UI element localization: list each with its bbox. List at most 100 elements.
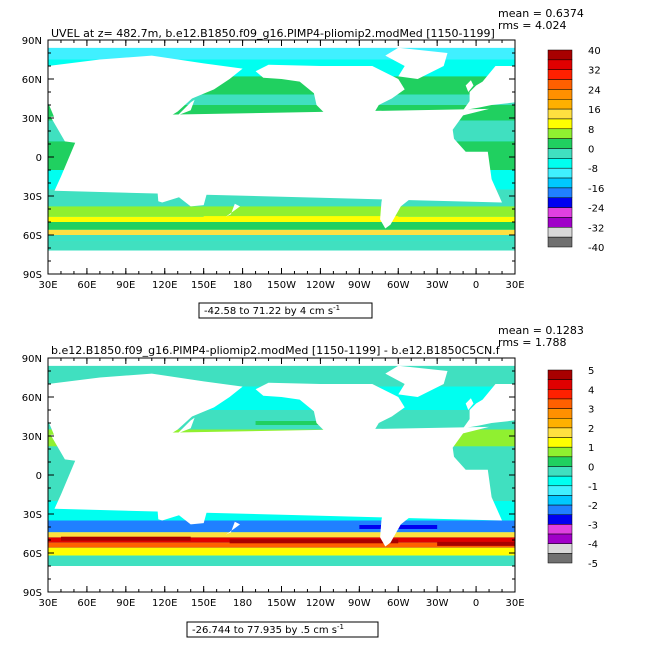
colorbar-box [547, 514, 573, 525]
top-map-colorbar: 40 32 24 16 8 0 -8 -16 -24 -32 -40 [547, 46, 604, 254]
svg-text:-42.58 to 71.22 by 4 cm s-1: -42.58 to 71.22 by 4 cm s-1 [204, 304, 340, 317]
colorbar-box [547, 138, 573, 149]
x-tick-label: 30E [505, 280, 524, 291]
x-tick-label: 180 [233, 598, 252, 609]
bottom-map-panel: b.e12.B1850.f09_g16.PIMP4-pliomip2.modMe… [22, 324, 598, 638]
colorbar-box [547, 437, 573, 448]
land-mass [463, 384, 515, 429]
x-tick-label: 60W [387, 280, 410, 291]
top-map-rms: rms = 4.024 [498, 19, 566, 32]
colorbar-label: -24 [588, 204, 604, 215]
bottom-map-range-label: -26.744 to 77.935 by .5 cm s [192, 625, 337, 636]
colorbar-label: 24 [588, 85, 601, 96]
colorbar-box [547, 158, 573, 169]
x-tick-label: 0 [473, 598, 479, 609]
ocean-streak [437, 541, 515, 546]
x-tick-label: 30E [38, 280, 57, 291]
ocean-band [48, 47, 515, 60]
colorbar-label: -1 [588, 482, 598, 493]
colorbar-label: -2 [588, 501, 598, 512]
bottom-map-rms: rms = 1.788 [498, 336, 566, 349]
colorbar-label: -40 [588, 243, 604, 254]
land-mass [66, 172, 74, 190]
svg-text:-26.744 to 77.935 by .5 cm s-1: -26.744 to 77.935 by .5 cm s-1 [192, 623, 344, 636]
bottom-map-range-exponent: -1 [337, 623, 344, 631]
ocean-band [48, 235, 515, 241]
land-mass [465, 398, 474, 410]
x-tick-label: 90E [116, 598, 135, 609]
ocean-band [48, 532, 515, 538]
colorbar-box [547, 217, 573, 228]
x-tick-label: 30W [426, 280, 449, 291]
x-tick-label: 30E [38, 598, 57, 609]
land-mass [255, 382, 405, 465]
colorbar-label: 0 [588, 145, 594, 156]
x-tick-label: 90W [348, 598, 371, 609]
colorbar-label: -5 [588, 559, 598, 570]
colorbar-box [547, 456, 573, 467]
colorbar-box [547, 466, 573, 477]
x-tick-label: 150W [267, 280, 296, 291]
land-mass [385, 47, 448, 79]
colorbar-box [547, 418, 573, 429]
colorbar-box [547, 495, 573, 506]
ocean-band [48, 542, 515, 548]
colorbar-box [547, 49, 573, 61]
colorbar-label: 8 [588, 125, 594, 136]
y-tick-label: 0 [36, 471, 42, 482]
top-map-title: UVEL at z= 482.7m, b.e12.B1850.f09_g16.P… [51, 27, 495, 40]
colorbar-label: 40 [588, 46, 601, 57]
top-map-range-exponent: -1 [333, 304, 340, 312]
colorbar-box [547, 236, 573, 248]
land-mass [385, 365, 448, 397]
land-mass [48, 55, 243, 156]
x-tick-label: 60W [387, 598, 410, 609]
bottom-map-mean: mean = 0.1283 [498, 324, 584, 337]
colorbar-box [547, 398, 573, 409]
colorbar-box [547, 504, 573, 516]
ocean-band [48, 240, 515, 251]
colorbar-box [547, 379, 573, 390]
ocean-band [48, 520, 515, 533]
colorbar-box [547, 108, 573, 120]
ocean-band [48, 547, 515, 556]
colorbar-box [547, 524, 573, 535]
ocean-streak [437, 230, 515, 235]
colorbar-box [547, 59, 573, 70]
colorbar-box [547, 89, 573, 100]
y-tick-label: 60N [22, 393, 42, 404]
colorbar-label: -4 [588, 540, 598, 551]
y-tick-label: 30S [23, 192, 42, 203]
y-tick-label: 30N [22, 432, 42, 443]
x-tick-label: 30W [426, 598, 449, 609]
colorbar-label: -8 [588, 164, 598, 175]
ocean-streak [255, 421, 360, 425]
colorbar-box [547, 177, 573, 189]
land-mass [132, 468, 204, 488]
colorbar-box [547, 79, 573, 90]
colorbar-box [547, 118, 573, 130]
y-tick-label: 90S [23, 270, 42, 281]
colorbar-box [547, 69, 573, 80]
land-mass [369, 141, 431, 229]
ocean-band [48, 229, 515, 235]
ocean-streak [229, 539, 399, 544]
ocean-band [48, 222, 515, 230]
colorbar-box [547, 427, 573, 438]
bottom-map-field [48, 358, 515, 592]
colorbar-label: -3 [588, 520, 598, 531]
top-map-range-box: -42.58 to 71.22 by 4 cm s-1 [198, 302, 373, 319]
colorbar-box [547, 207, 573, 218]
top-map-mean: mean = 0.6374 [498, 7, 584, 20]
colorbar-box [547, 99, 573, 110]
colorbar-box [547, 389, 573, 400]
y-tick-label: 90S [23, 588, 42, 599]
x-tick-label: 150E [191, 280, 216, 291]
land-mass [132, 150, 204, 170]
x-tick-label: 150W [267, 598, 296, 609]
x-tick-label: 60E [77, 598, 96, 609]
ocean-streak [60, 536, 191, 541]
colorbar-box [547, 227, 573, 238]
land-mass [463, 66, 515, 111]
colorbar-box [547, 533, 573, 544]
